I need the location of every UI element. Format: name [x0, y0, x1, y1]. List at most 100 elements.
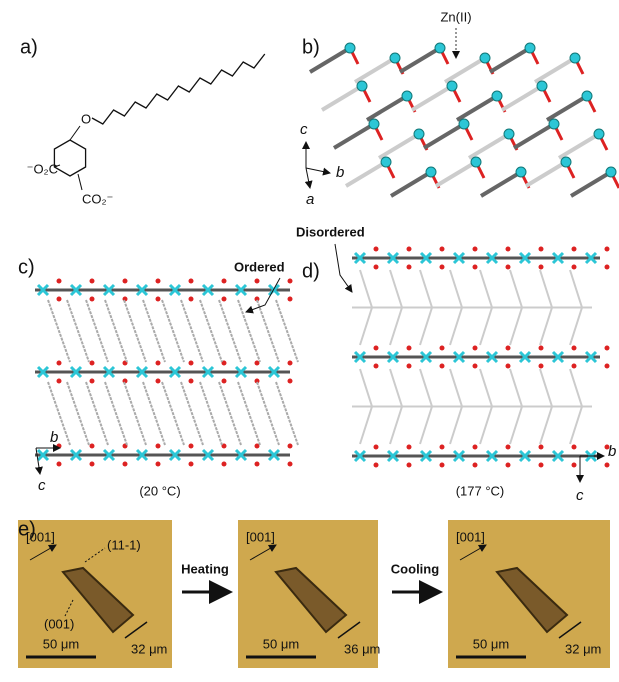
- oxygen: [288, 379, 293, 384]
- oxygen: [506, 346, 511, 351]
- face-label: (001): [44, 616, 74, 631]
- alkyl-chain: [181, 300, 203, 362]
- oxygen: [605, 247, 610, 252]
- alkyl-chain: [124, 382, 146, 445]
- oxygen: [189, 297, 194, 302]
- annotation: Zn(II): [440, 9, 471, 24]
- oxygen: [123, 279, 128, 284]
- oxygen: [605, 265, 610, 270]
- panel-label: e): [18, 518, 36, 540]
- oxygen: [90, 462, 95, 467]
- oxygen: [473, 247, 478, 252]
- oxygen: [374, 463, 379, 468]
- oxygen: [440, 445, 445, 450]
- zn-node: [426, 167, 436, 177]
- alkyl-chain: [143, 300, 165, 362]
- oxygen: [440, 247, 445, 252]
- alkyl-chain: [257, 300, 279, 362]
- oxygen: [572, 265, 577, 270]
- oxygen: [288, 361, 293, 366]
- oxygen: [473, 463, 478, 468]
- oxygen: [506, 247, 511, 252]
- disordered-chain: [562, 270, 592, 345]
- oxygen: [374, 265, 379, 270]
- zn-node: [606, 167, 616, 177]
- oxygen: [440, 364, 445, 369]
- oxygen: [156, 297, 161, 302]
- disordered-chain: [382, 270, 412, 345]
- oxygen: [572, 346, 577, 351]
- zn-node: [549, 119, 559, 129]
- oxygen: [288, 279, 293, 284]
- scale-label: 50 μm: [473, 636, 509, 651]
- oxygen: [123, 462, 128, 467]
- linker: [334, 124, 374, 148]
- zn-node: [516, 167, 526, 177]
- oxygen: [440, 463, 445, 468]
- zn-node: [471, 157, 481, 167]
- panel-label: d): [302, 260, 320, 282]
- linker: [514, 124, 554, 148]
- alkyl-chain: [48, 300, 70, 362]
- oxygen: [222, 462, 227, 467]
- oxygen: [189, 379, 194, 384]
- disordered-chain: [502, 270, 532, 345]
- oxygen: [90, 361, 95, 366]
- width-label: 32 μm: [565, 641, 601, 656]
- zn-node: [492, 91, 502, 101]
- alkyl-chain: [105, 382, 127, 445]
- zn-node: [570, 53, 580, 63]
- disordered-chain: [382, 369, 412, 444]
- alkyl-chain: [67, 300, 89, 362]
- zn-node: [369, 119, 379, 129]
- oxygen: [407, 463, 412, 468]
- oxygen: [374, 445, 379, 450]
- linker: [535, 58, 575, 82]
- alkyl-chain: [219, 300, 241, 362]
- oxygen: [539, 247, 544, 252]
- oxygen: [572, 463, 577, 468]
- oxygen: [440, 265, 445, 270]
- linker: [469, 134, 509, 158]
- alkyl-chain: [257, 382, 279, 445]
- oxygen: [407, 445, 412, 450]
- alkyl-chain: [105, 300, 127, 362]
- step-label: Heating: [181, 561, 229, 576]
- drawing: [001]50 μm32 μm(11-1)(001)[001]50 μm36 μ…: [18, 43, 619, 668]
- axis-label: b: [336, 164, 344, 181]
- linker: [559, 134, 599, 158]
- oxygen: [156, 444, 161, 449]
- pointer: [246, 278, 280, 312]
- alkyl-chain: [238, 300, 260, 362]
- oxygen: [90, 279, 95, 284]
- oxygen: [407, 346, 412, 351]
- oxygen: [605, 364, 610, 369]
- zn-node: [345, 43, 355, 53]
- disordered-chain: [472, 369, 502, 444]
- alkyl-chain: [276, 382, 298, 445]
- linker: [502, 86, 542, 110]
- zn-node: [459, 119, 469, 129]
- oxygen: [407, 247, 412, 252]
- oxygen: [222, 279, 227, 284]
- oxygen: [189, 462, 194, 467]
- benzene-ring: [54, 140, 85, 176]
- zn-node: [525, 43, 535, 53]
- axis-label: b: [608, 443, 616, 460]
- oxygen: [539, 364, 544, 369]
- panel-label: c): [18, 256, 35, 278]
- oxygen: [506, 364, 511, 369]
- disordered-chain: [442, 270, 472, 345]
- oxygen: [156, 462, 161, 467]
- alkyl-chain: [238, 382, 260, 445]
- oxygen: [605, 463, 610, 468]
- disordered-chain: [412, 270, 442, 345]
- caption: (177 °C): [456, 483, 505, 498]
- scale-label: 50 μm: [43, 636, 79, 651]
- oxygen: [539, 463, 544, 468]
- oxygen: [288, 297, 293, 302]
- bond: [78, 174, 82, 190]
- linker: [355, 58, 395, 82]
- linker: [391, 172, 431, 196]
- disordered-chain: [442, 369, 472, 444]
